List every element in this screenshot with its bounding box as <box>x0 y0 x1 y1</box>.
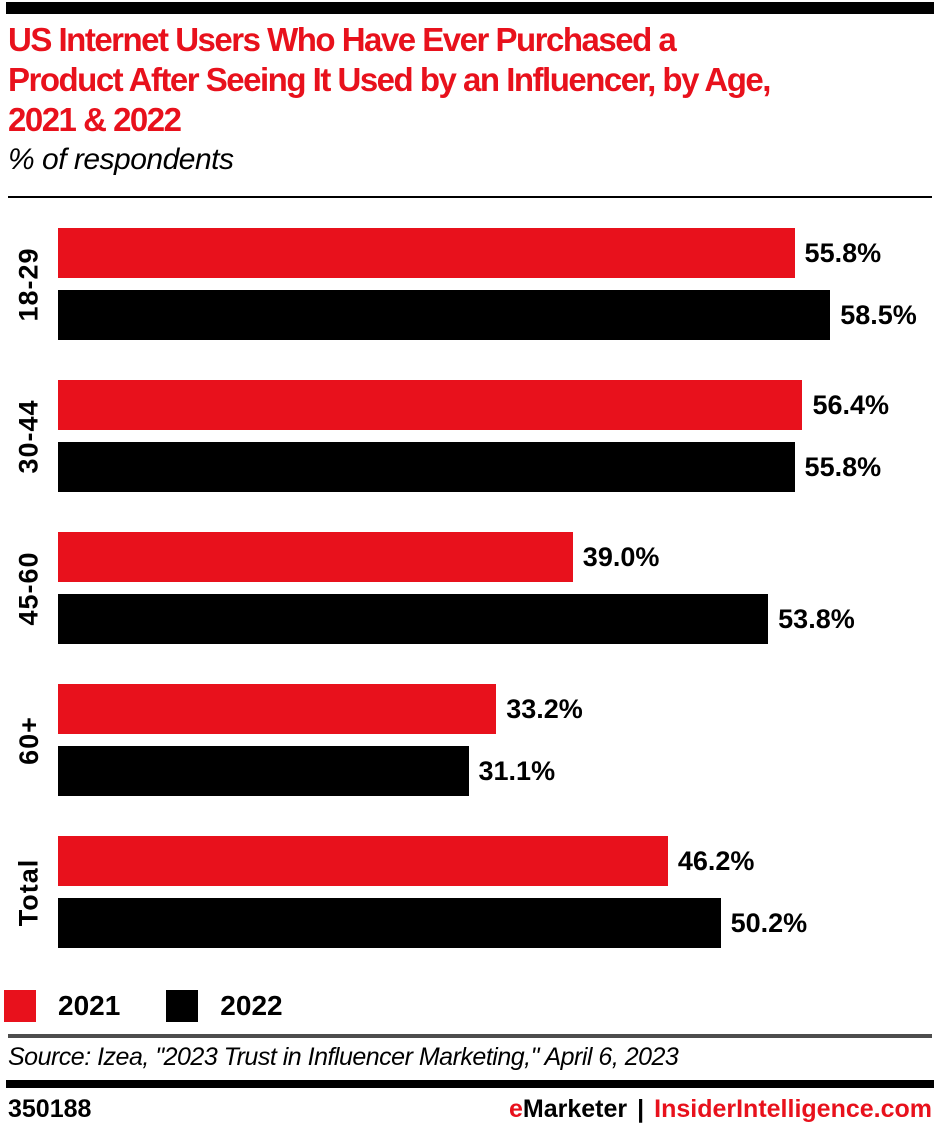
bar-row-2022: 31.1% <box>58 746 940 796</box>
bar-2021 <box>58 836 668 886</box>
bar-group: 60+ 33.2% 31.1% <box>0 684 940 796</box>
bar-row-2021: 46.2% <box>58 836 940 886</box>
legend-label-2022: 2022 <box>220 990 283 1021</box>
legend-label-2021: 2021 <box>58 990 121 1021</box>
bar-2022 <box>58 746 469 796</box>
header-divider <box>8 196 932 198</box>
bar-row-2021: 39.0% <box>58 532 940 582</box>
brand-site-link[interactable]: InsiderIntelligence.com <box>654 1095 932 1123</box>
bar-row-2022: 53.8% <box>58 594 940 644</box>
category-label-cell: 45-60 <box>0 532 58 644</box>
chart-header: US Internet Users Who Have Ever Purchase… <box>0 14 940 180</box>
value-label: 55.8% <box>804 237 882 268</box>
bar-row-2022: 58.5% <box>58 290 940 340</box>
value-label: 55.8% <box>804 451 882 482</box>
top-accent-bar <box>6 2 934 14</box>
bar-2022 <box>58 898 721 948</box>
category-label: 18-29 <box>13 246 44 322</box>
bar-chart: 18-29 55.8% 58.5% 30-44 56.4% 55.8% 45-60 39.0%… <box>0 198 940 948</box>
value-label: 33.2% <box>506 693 583 724</box>
category-label-cell: 18-29 <box>0 228 58 340</box>
bar-group: 30-44 56.4% 55.8% <box>0 380 940 492</box>
category-label-cell: Total <box>0 836 58 948</box>
bar-row-2022: 55.8% <box>58 442 940 492</box>
legend-swatch-2021 <box>4 990 36 1022</box>
bar-2021 <box>58 380 803 430</box>
bar-row-2021: 55.8% <box>58 228 940 278</box>
category-label-cell: 30-44 <box>0 380 58 492</box>
footer-accent-bar <box>6 1080 934 1088</box>
value-label: 53.8% <box>778 603 855 634</box>
category-label: 60+ <box>13 715 44 765</box>
bars-container: 39.0% 53.8% <box>58 532 940 644</box>
legend-swatch-2022 <box>166 990 199 1022</box>
category-label: 30-44 <box>13 398 44 474</box>
chart-legend: 2021 2022 <box>4 990 940 1022</box>
bar-group: 45-60 39.0% 53.8% <box>0 532 940 644</box>
bar-2022 <box>58 442 795 492</box>
bars-container: 33.2% 31.1% <box>58 684 940 796</box>
bar-row-2021: 56.4% <box>58 380 940 430</box>
bar-group: 18-29 55.8% 58.5% <box>0 228 940 340</box>
value-label: 50.2% <box>730 907 808 938</box>
bar-row-2022: 50.2% <box>58 898 940 948</box>
chart-subtitle: % of respondents <box>8 143 234 176</box>
source-note: Source: Izea, "2023 Trust in Influencer … <box>8 1043 679 1071</box>
chart-title-line-1: US Internet Users Who Have Ever Purchase… <box>8 21 677 58</box>
category-label: 45-60 <box>13 550 44 626</box>
bar-group: Total 46.2% 50.2% <box>0 836 940 948</box>
bar-2022 <box>58 290 831 340</box>
bar-2021 <box>58 684 497 734</box>
bar-2021 <box>58 228 795 278</box>
bars-container: 55.8% 58.5% <box>58 228 940 340</box>
bar-2022 <box>58 594 769 644</box>
category-label: Total <box>13 858 44 926</box>
chart-title-line-3: 2021 & 2022 <box>8 101 182 138</box>
value-label: 39.0% <box>582 541 660 572</box>
value-label: 56.4% <box>812 389 890 420</box>
legend-divider <box>8 1034 932 1038</box>
brand-emarketer-rest: Marketer <box>522 1095 628 1123</box>
brand-lockup: eMarketer | InsiderIntelligence.com <box>509 1095 932 1124</box>
bar-row-2021: 33.2% <box>58 684 940 734</box>
value-label: 58.5% <box>840 299 917 330</box>
category-label-cell: 60+ <box>0 684 58 796</box>
footer: 350188 eMarketer | InsiderIntelligence.com <box>0 1088 940 1124</box>
value-label: 31.1% <box>478 755 556 786</box>
chart-id: 350188 <box>8 1095 92 1123</box>
chart-title-line-2: Product After Seeing It Used by an Influ… <box>8 61 771 98</box>
brand-emarketer-e: e <box>509 1095 523 1123</box>
bars-container: 46.2% 50.2% <box>58 836 940 948</box>
bar-2021 <box>58 532 573 582</box>
value-label: 46.2% <box>677 845 755 876</box>
brand-separator: | <box>637 1095 645 1123</box>
bars-container: 56.4% 55.8% <box>58 380 940 492</box>
